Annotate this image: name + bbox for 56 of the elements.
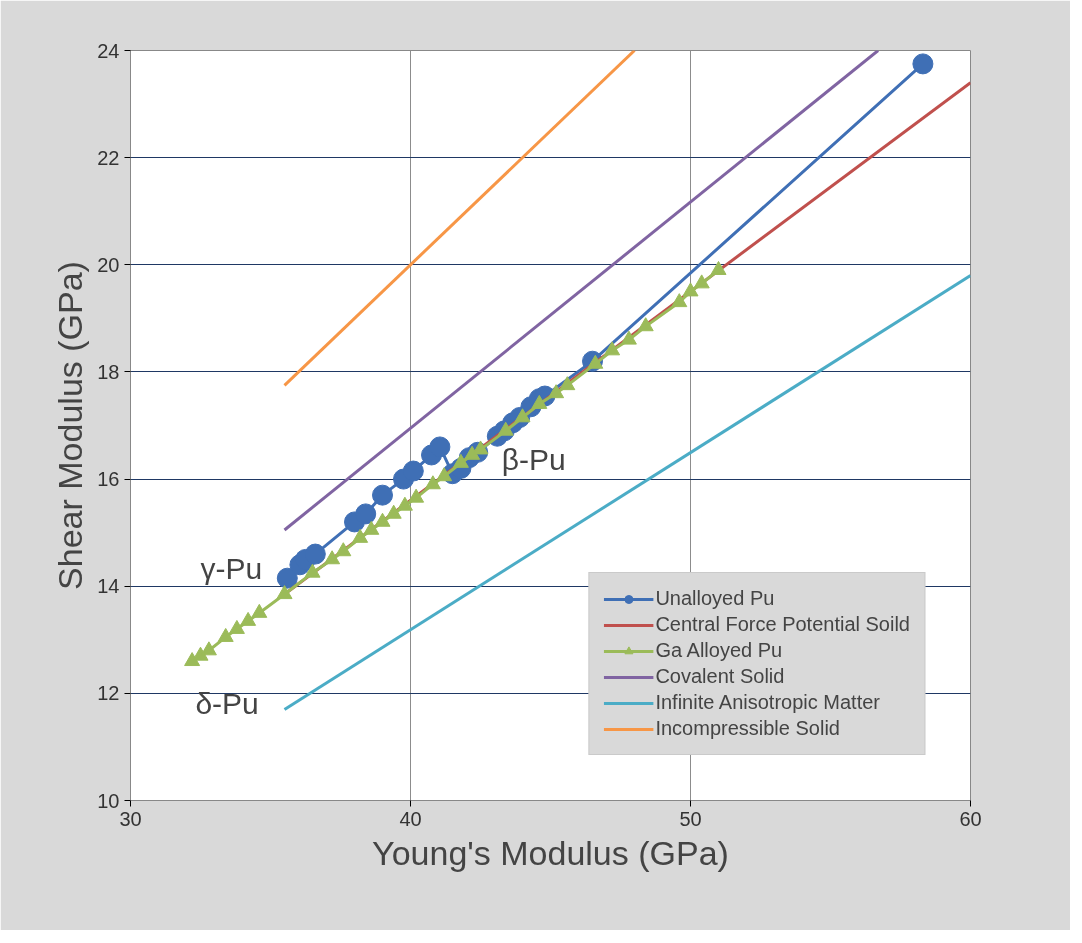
point — [304, 543, 326, 565]
x-tick-label: 50 — [679, 807, 702, 830]
x-tick-label: 60 — [959, 807, 982, 830]
y-tick-label: 20 — [97, 253, 120, 276]
point — [251, 603, 268, 618]
y-tick-label: 22 — [97, 146, 120, 169]
point — [548, 384, 565, 399]
point — [335, 542, 352, 557]
y-tick-label: 14 — [97, 575, 120, 598]
y-tick-label: 10 — [97, 789, 120, 812]
legend-label: Unalloyed Pu — [655, 587, 775, 610]
legend-label: Central Force Potential Soild — [655, 613, 910, 636]
annotation: γ-Pu — [200, 551, 263, 585]
point — [304, 563, 321, 578]
x-axis-title: Young's Modulus (GPa) — [372, 833, 729, 872]
point — [324, 550, 341, 565]
point — [385, 504, 402, 519]
point — [559, 376, 576, 391]
point — [276, 585, 293, 600]
point — [402, 460, 424, 482]
point — [228, 619, 245, 634]
y-tick-label: 12 — [97, 682, 120, 705]
point — [671, 293, 688, 308]
y-tick-label: 18 — [97, 360, 120, 383]
x-tick-label: 40 — [399, 807, 422, 830]
point — [240, 611, 257, 626]
point — [363, 520, 380, 535]
legend-label: Incompressible Solid — [655, 717, 840, 740]
y-tick-label: 24 — [97, 39, 120, 62]
point — [408, 488, 425, 503]
point — [424, 475, 441, 490]
point — [682, 282, 699, 297]
point — [352, 528, 369, 543]
point — [396, 496, 413, 511]
point — [637, 317, 654, 332]
point — [374, 512, 391, 527]
legend-label: Covalent Solid — [655, 665, 785, 688]
point — [604, 341, 621, 356]
point — [710, 260, 727, 275]
y-axis-title: Shear Modulus (GPa) — [51, 261, 90, 590]
legend-label: Ga Alloyed Pu — [655, 639, 783, 662]
point — [276, 567, 298, 589]
y-tick-label: 16 — [97, 468, 120, 491]
point — [355, 503, 377, 525]
point — [452, 453, 469, 468]
annotation: β-Pu — [501, 442, 566, 476]
legend-label: Infinite Anisotropic Matter — [655, 691, 880, 714]
point — [217, 627, 234, 642]
x-tick-label: 30 — [119, 807, 142, 830]
point — [497, 421, 514, 436]
point — [429, 436, 451, 458]
point — [372, 484, 393, 506]
point — [620, 330, 637, 345]
point — [912, 53, 934, 75]
point — [693, 274, 710, 289]
annotation: δ-Pu — [195, 686, 259, 720]
